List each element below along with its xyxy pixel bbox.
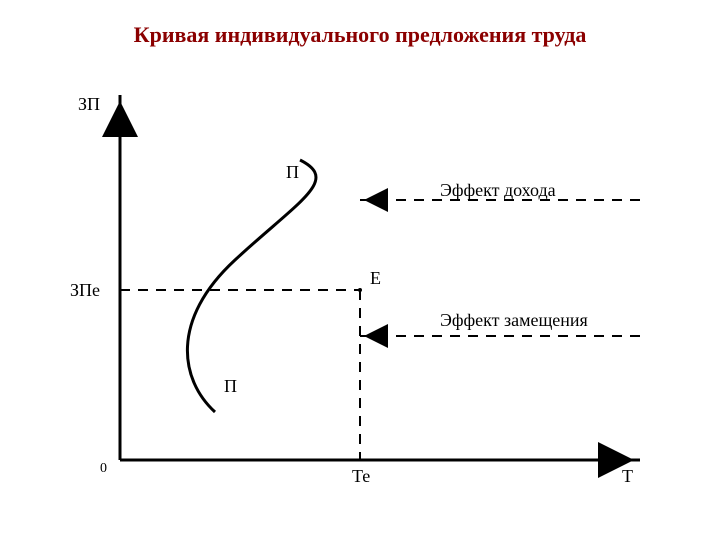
- point-E-label: Е: [370, 268, 381, 288]
- point-E-marker: [358, 288, 362, 292]
- x-axis-label: Т: [622, 466, 633, 486]
- origin-label: 0: [100, 461, 107, 476]
- substitution-effect-label: Эффект замещения: [440, 310, 588, 330]
- curve-bottom-label: П: [224, 376, 237, 396]
- labor-supply-diagram: ЗП Т 0 ЗПе Те П П Е Эффект дохода Эффект…: [0, 0, 720, 540]
- income-effect-label: Эффект дохода: [440, 180, 556, 200]
- y-axis-label: ЗП: [78, 94, 100, 114]
- x-tick-label: Те: [352, 466, 370, 486]
- curve-top-label: П: [286, 162, 299, 182]
- y-tick-label: ЗПе: [70, 280, 100, 300]
- supply-curve: [187, 160, 316, 412]
